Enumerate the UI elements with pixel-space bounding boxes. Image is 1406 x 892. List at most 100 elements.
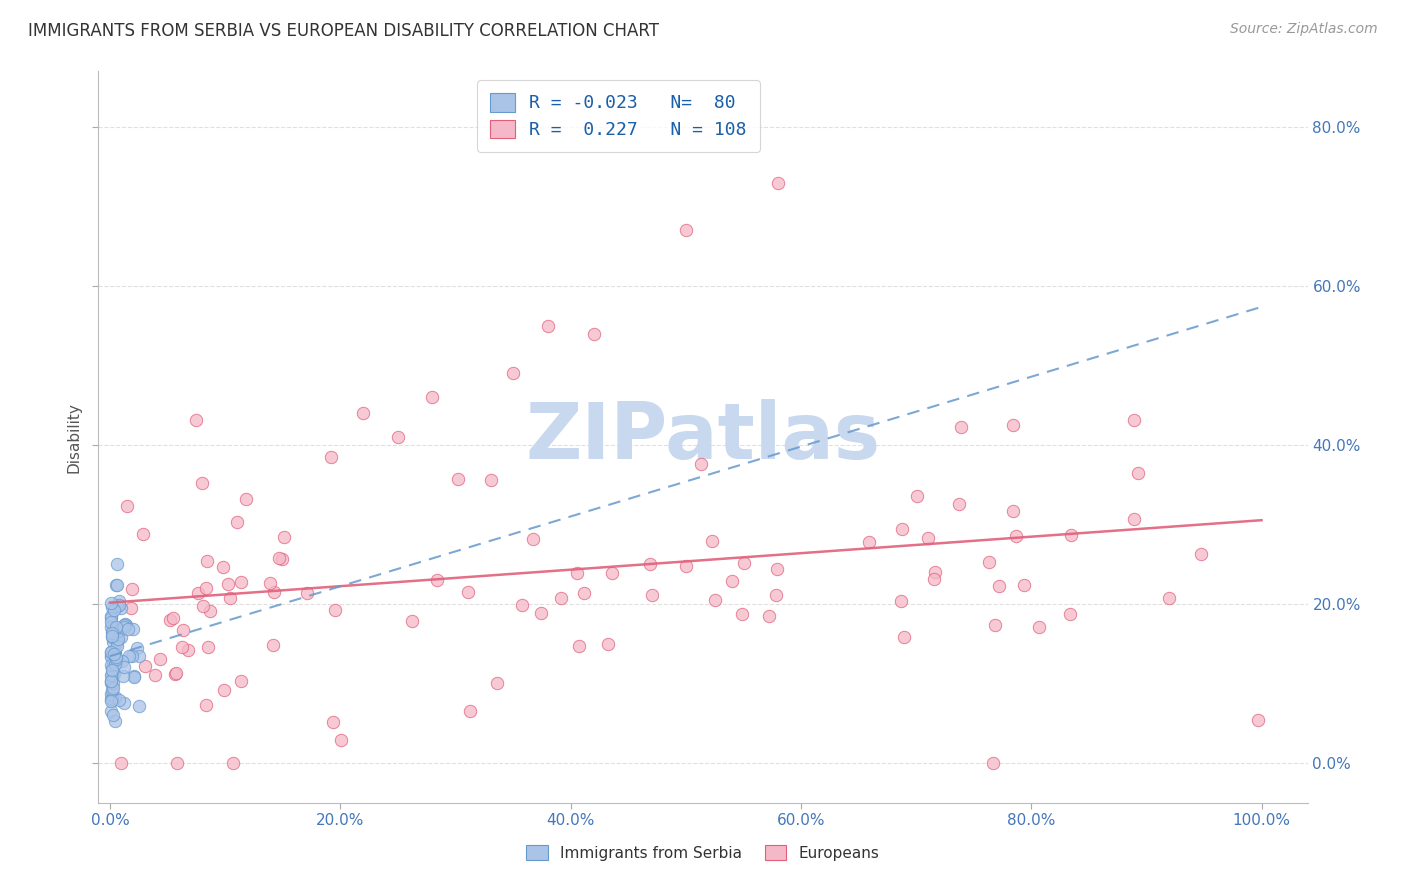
Point xyxy=(117,622,139,636)
Point xyxy=(536,318,558,333)
Point xyxy=(115,500,138,514)
Point xyxy=(100,596,122,610)
Point xyxy=(187,586,209,600)
Point xyxy=(297,586,319,600)
Point xyxy=(118,649,141,664)
Point xyxy=(322,714,344,729)
Point xyxy=(100,673,122,688)
Point xyxy=(522,532,544,546)
Point xyxy=(103,657,125,672)
Point xyxy=(988,579,1011,593)
Point xyxy=(101,630,124,644)
Point xyxy=(550,591,572,605)
Point xyxy=(212,560,235,574)
Point xyxy=(225,515,247,529)
Point xyxy=(104,649,127,664)
Text: IMMIGRANTS FROM SERBIA VS EUROPEAN DISABILITY CORRELATION CHART: IMMIGRANTS FROM SERBIA VS EUROPEAN DISAB… xyxy=(28,22,659,40)
Point xyxy=(128,699,150,714)
Point xyxy=(675,558,697,573)
Point xyxy=(638,557,661,571)
Point xyxy=(114,617,136,632)
Point xyxy=(104,643,127,657)
Point xyxy=(101,634,124,648)
Point xyxy=(143,668,166,682)
Point xyxy=(572,586,595,600)
Point xyxy=(1060,527,1083,541)
Point xyxy=(1126,467,1149,481)
Point xyxy=(1122,511,1144,525)
Point xyxy=(100,610,122,624)
Point xyxy=(100,675,122,690)
Point xyxy=(110,630,132,644)
Point xyxy=(1005,529,1028,543)
Point xyxy=(107,598,129,612)
Point xyxy=(100,674,122,689)
Point xyxy=(120,601,142,615)
Point xyxy=(530,606,553,620)
Point xyxy=(948,497,970,511)
Point xyxy=(112,620,135,634)
Point xyxy=(457,585,479,599)
Point xyxy=(690,457,713,471)
Point xyxy=(105,577,128,591)
Point xyxy=(149,652,172,666)
Point xyxy=(502,367,524,381)
Point xyxy=(101,668,124,682)
Point xyxy=(121,582,143,597)
Point xyxy=(111,654,134,668)
Point xyxy=(721,574,744,589)
Point xyxy=(194,581,217,595)
Point xyxy=(905,489,928,503)
Point xyxy=(458,704,481,718)
Point xyxy=(330,732,353,747)
Point xyxy=(485,676,508,690)
Point xyxy=(479,474,502,488)
Point xyxy=(568,639,591,653)
Point xyxy=(112,618,135,632)
Point xyxy=(101,681,124,695)
Point xyxy=(101,683,124,698)
Point xyxy=(100,645,122,659)
Point xyxy=(165,665,187,680)
Point xyxy=(104,714,127,728)
Point xyxy=(105,635,128,649)
Point xyxy=(426,573,449,587)
Point xyxy=(110,601,132,615)
Point xyxy=(1002,418,1025,433)
Point xyxy=(212,682,235,697)
Point xyxy=(641,588,664,602)
Point xyxy=(100,649,122,664)
Point xyxy=(217,577,239,591)
Point xyxy=(100,620,122,634)
Point xyxy=(600,566,623,581)
Point xyxy=(100,626,122,640)
Point xyxy=(1059,607,1081,622)
Point xyxy=(100,658,122,673)
Point xyxy=(977,555,1000,569)
Point xyxy=(765,588,787,602)
Point xyxy=(922,572,945,586)
Point xyxy=(766,562,789,576)
Point xyxy=(121,622,143,636)
Legend: Immigrants from Serbia, Europeans: Immigrants from Serbia, Europeans xyxy=(519,837,887,868)
Point xyxy=(567,566,589,581)
Point xyxy=(766,176,789,190)
Text: ZIPatlas: ZIPatlas xyxy=(526,399,880,475)
Point xyxy=(446,472,468,486)
Point xyxy=(100,687,122,701)
Point xyxy=(675,223,697,237)
Point xyxy=(172,624,194,638)
Point xyxy=(890,594,912,608)
Point xyxy=(401,615,423,629)
Point xyxy=(387,430,409,444)
Point xyxy=(267,550,290,565)
Point xyxy=(758,609,780,624)
Point xyxy=(122,669,145,683)
Point xyxy=(107,594,129,608)
Point xyxy=(263,585,285,599)
Point xyxy=(273,530,295,544)
Point xyxy=(124,670,146,684)
Point xyxy=(176,642,198,657)
Point xyxy=(1028,620,1050,634)
Point xyxy=(172,640,194,655)
